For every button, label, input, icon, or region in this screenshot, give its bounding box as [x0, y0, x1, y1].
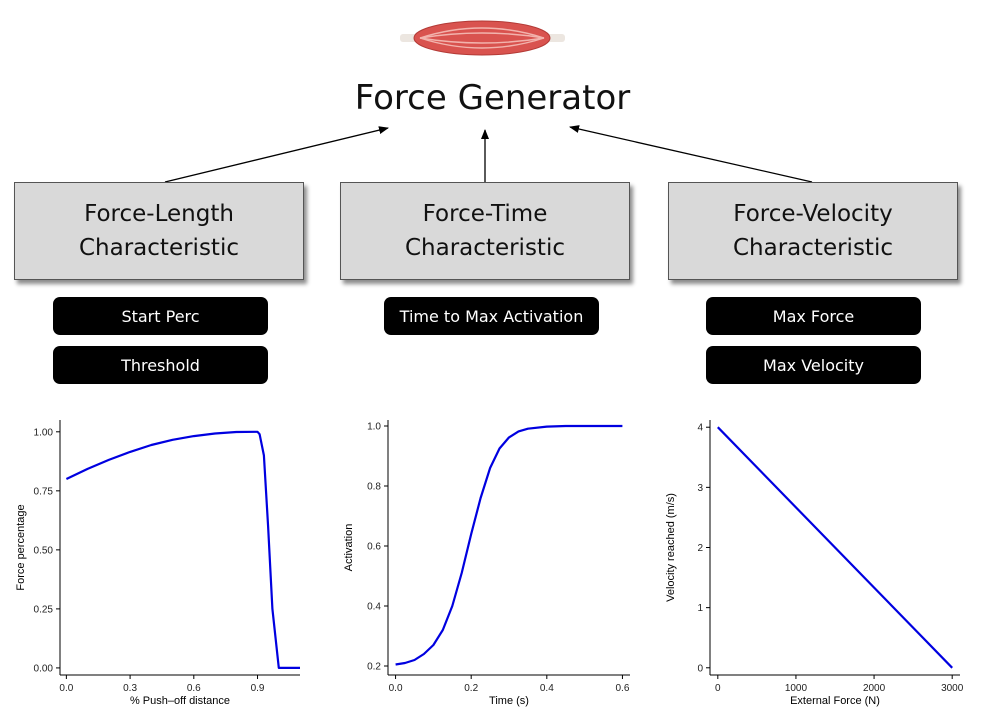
arrow-force-length [164, 126, 389, 183]
x-axis-label: % Push–off distance [130, 695, 230, 707]
y-tick-label: 2 [697, 543, 703, 554]
max-velocity-pill: Max Velocity [706, 346, 921, 384]
force-time-box-line2: Characteristic [405, 235, 565, 261]
y-tick-label: 0.25 [34, 604, 54, 615]
force-velocity-box: Force-Velocity Characteristic [668, 182, 958, 280]
x-tick-label: 0.2 [464, 683, 478, 694]
x-axis-label: Time (s) [489, 695, 529, 707]
series-line [717, 426, 953, 669]
y-tick-label: 3 [697, 483, 703, 494]
y-tick-label: 1.00 [34, 427, 54, 438]
force-velocity-box-line1: Force-Velocity [733, 201, 893, 227]
y-tick-label: 0.6 [367, 542, 381, 553]
y-tick-label: 0.50 [34, 545, 54, 556]
y-tick-label: 4 [697, 423, 703, 434]
x-tick-label: 3000 [941, 683, 964, 694]
x-tick-label: 0.4 [540, 683, 554, 694]
x-tick-label: 2000 [863, 683, 886, 694]
force-length-box: Force-Length Characteristic [14, 182, 304, 280]
y-tick-label: 0.00 [34, 663, 54, 674]
series-line [65, 430, 300, 669]
y-tick-label: 0.75 [34, 486, 54, 497]
muscle-icon [400, 20, 565, 56]
y-tick-label: 1 [697, 603, 703, 614]
y-tick-label: 0 [697, 663, 703, 674]
x-tick-label: 0.3 [123, 683, 137, 694]
time-to-max-activation-pill: Time to Max Activation [384, 297, 599, 335]
x-tick-label: 0.6 [187, 683, 201, 694]
force-length-box-line2: Characteristic [79, 235, 239, 261]
y-axis-label: Activation [343, 524, 355, 572]
max-force-pill: Max Force [706, 297, 921, 335]
force-time-chart: 0.0 0.2 0.4 0.6 0.2 0.4 0.6 0.8 1.0 Time (s) Activ… [343, 420, 630, 707]
x-axis-label: External Force (N) [790, 695, 880, 707]
series-line [395, 424, 623, 666]
x-tick-label: 0.0 [389, 683, 403, 694]
x-tick-label: 0 [715, 683, 721, 694]
y-tick-label: 0.2 [367, 662, 381, 673]
y-axis-label: Velocity reached (m/s) [665, 493, 677, 602]
x-tick-label: 1000 [785, 683, 808, 694]
force-length-chart: 0.0 0.3 0.6 0.9 0.00 0.25 0.50 0.75 1.00 % Push–o… [15, 420, 300, 707]
diagram-title: Force Generator [354, 78, 631, 118]
x-tick-label: 0.6 [615, 683, 629, 694]
y-tick-label: 1.0 [367, 422, 381, 433]
start-perc-pill: Start Perc [53, 297, 268, 335]
y-tick-label: 0.8 [367, 482, 381, 493]
x-tick-label: 0.0 [59, 683, 73, 694]
x-tick-label: 0.9 [251, 683, 265, 694]
threshold-pill: Threshold [53, 346, 268, 384]
force-length-box-line1: Force-Length [84, 201, 234, 227]
force-time-box: Force-Time Characteristic [340, 182, 630, 280]
force-velocity-chart: 0 1000 2000 3000 0 1 2 3 4 External Force (N) Velo… [665, 420, 964, 707]
arrow-force-velocity [569, 125, 813, 183]
force-time-box-line1: Force-Time [422, 201, 548, 227]
y-axis-label: Force percentage [15, 504, 27, 590]
force-velocity-box-line2: Characteristic [733, 235, 893, 261]
y-tick-label: 0.4 [367, 602, 381, 613]
